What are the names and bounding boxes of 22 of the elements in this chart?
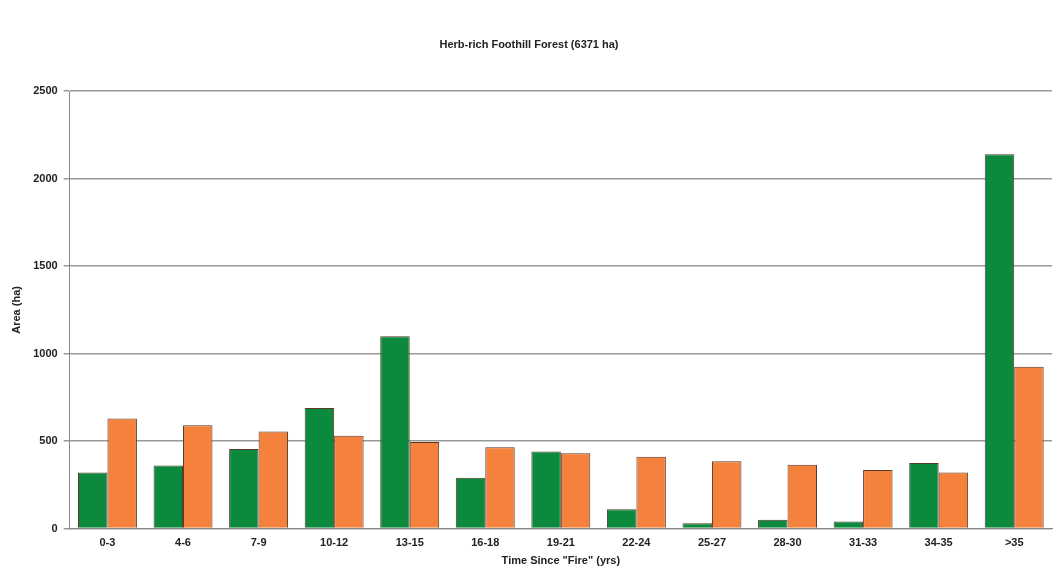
y-axis-title: Area (ha) [9, 285, 22, 334]
x-tick-label: 16-18 [471, 536, 500, 549]
chart-title: Herb-rich Foothill Forest (6371 ha) [439, 37, 619, 50]
y-tick-label: 1500 [33, 259, 58, 272]
x-tick-label: 13-15 [395, 536, 424, 549]
y-tick-label: 2000 [33, 171, 58, 184]
x-tick-label: 7-9 [250, 536, 267, 549]
x-tick-label: 22-24 [622, 536, 652, 549]
x-tick-label: 10-12 [320, 536, 349, 549]
y-tick-label: 0 [51, 521, 58, 534]
x-tick-label: 34-35 [924, 536, 953, 549]
x-tick-label: 4-6 [175, 536, 191, 549]
x-axis-title: Time Since "Fire" (yrs) [501, 554, 621, 567]
x-tick-label: 0-3 [99, 536, 116, 549]
y-tick-label: 2500 [33, 84, 58, 97]
x-tick-label: 31-33 [849, 536, 878, 549]
y-tick-label: 500 [39, 434, 58, 447]
y-tick-label: 1000 [33, 346, 58, 359]
x-tick-label: 28-30 [773, 536, 802, 549]
x-tick-label: 25-27 [697, 536, 727, 549]
x-tick-label: 19-21 [546, 536, 575, 549]
x-tick-label: >35 [1004, 536, 1024, 549]
